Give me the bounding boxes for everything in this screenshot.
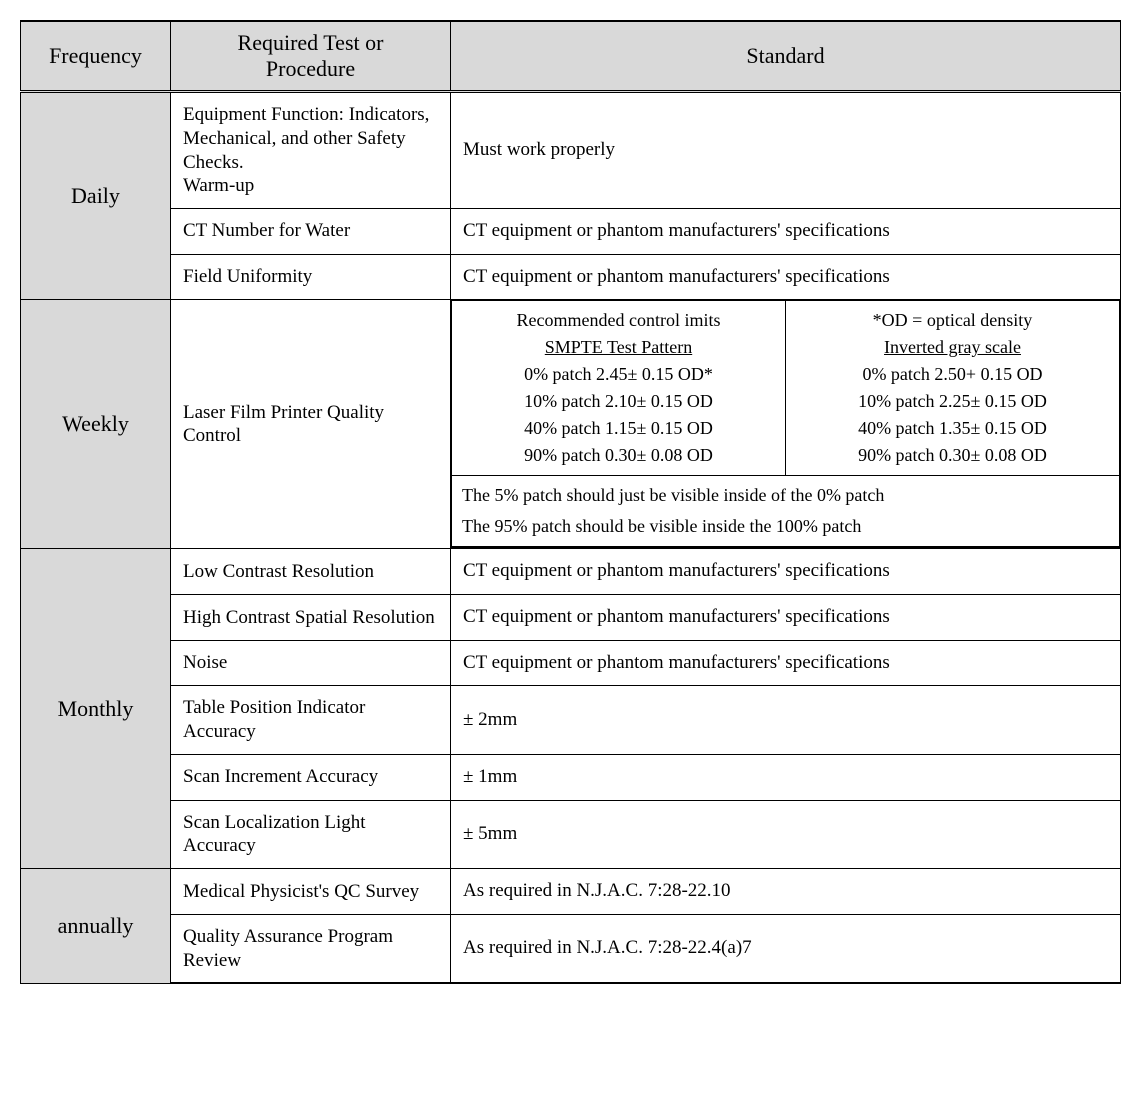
- table-row: Noise CT equipment or phantom manufactur…: [21, 640, 1121, 686]
- table-row: Scan Localization Light Accuracy ± 5mm: [21, 800, 1121, 869]
- header-standard: Standard: [451, 21, 1121, 92]
- table-row: CT Number for Water CT equipment or phan…: [21, 209, 1121, 255]
- std-cell: As required in N.J.A.C. 7:28-22.4(a)7: [451, 914, 1121, 983]
- table-row: Monthly Low Contrast Resolution CT equip…: [21, 549, 1121, 595]
- proc-cell: High Contrast Spatial Resolution: [171, 595, 451, 641]
- std-cell: CT equipment or phantom manufacturers' s…: [451, 209, 1121, 255]
- smpte-l2: 10% patch 2.10± 0.15 OD: [462, 388, 775, 415]
- proc-cell: Laser Film Printer Quality Control: [171, 300, 451, 549]
- weekly-notes: The 5% patch should just be visible insi…: [452, 476, 1120, 548]
- std-cell: CT equipment or phantom manufacturers' s…: [451, 640, 1121, 686]
- freq-daily: Daily: [21, 92, 171, 300]
- proc-cell: Noise: [171, 640, 451, 686]
- inv-head1: *OD = optical density: [796, 307, 1109, 334]
- table-row: Scan Increment Accuracy ± 1mm: [21, 754, 1121, 800]
- header-frequency: Frequency: [21, 21, 171, 92]
- table-row: annually Medical Physicist's QC Survey A…: [21, 869, 1121, 915]
- table-row: Daily Equipment Function: Indicators, Me…: [21, 92, 1121, 209]
- weekly-smpte-col: Recommended control imits SMPTE Test Pat…: [452, 301, 786, 476]
- proc-cell: Scan Localization Light Accuracy: [171, 800, 451, 869]
- table-row: Table Position Indicator Accuracy ± 2mm: [21, 686, 1121, 755]
- freq-annually: annually: [21, 869, 171, 984]
- smpte-l4: 90% patch 0.30± 0.08 OD: [462, 442, 775, 469]
- weekly-inv-col: *OD = optical density Inverted gray scal…: [786, 301, 1120, 476]
- std-cell: CT equipment or phantom manufacturers' s…: [451, 254, 1121, 300]
- weekly-inner-table: Recommended control imits SMPTE Test Pat…: [451, 300, 1120, 548]
- smpte-l1: 0% patch 2.45± 0.15 OD*: [462, 361, 775, 388]
- smpte-l3: 40% patch 1.15± 0.15 OD: [462, 415, 775, 442]
- qc-table: Frequency Required Test or Procedure Sta…: [20, 20, 1121, 984]
- proc-cell: Low Contrast Resolution: [171, 549, 451, 595]
- proc-cell: Quality Assurance Program Review: [171, 914, 451, 983]
- inv-l2: 10% patch 2.25± 0.15 OD: [796, 388, 1109, 415]
- std-cell: As required in N.J.A.C. 7:28-22.10: [451, 869, 1121, 915]
- header-row: Frequency Required Test or Procedure Sta…: [21, 21, 1121, 92]
- proc-cell: Table Position Indicator Accuracy: [171, 686, 451, 755]
- proc-cell: Scan Increment Accuracy: [171, 754, 451, 800]
- proc-cell: Equipment Function: Indicators, Mechanic…: [171, 92, 451, 209]
- inv-l3: 40% patch 1.35± 0.15 OD: [796, 415, 1109, 442]
- smpte-head1: Recommended control imits: [462, 307, 775, 334]
- std-cell: CT equipment or phantom manufacturers' s…: [451, 595, 1121, 641]
- proc-cell: CT Number for Water: [171, 209, 451, 255]
- table-row: Weekly Laser Film Printer Quality Contro…: [21, 300, 1121, 549]
- freq-monthly: Monthly: [21, 549, 171, 869]
- std-cell: ± 2mm: [451, 686, 1121, 755]
- std-cell: ± 1mm: [451, 754, 1121, 800]
- std-cell: Must work properly: [451, 92, 1121, 209]
- header-procedure: Required Test or Procedure: [171, 21, 451, 92]
- inv-head2: Inverted gray scale: [796, 334, 1109, 361]
- inv-l4: 90% patch 0.30± 0.08 OD: [796, 442, 1109, 469]
- weekly-note1: The 5% patch should just be visible insi…: [462, 482, 1109, 509]
- inv-l1: 0% patch 2.50+ 0.15 OD: [796, 361, 1109, 388]
- proc-cell: Medical Physicist's QC Survey: [171, 869, 451, 915]
- table-row: Field Uniformity CT equipment or phantom…: [21, 254, 1121, 300]
- proc-cell: Field Uniformity: [171, 254, 451, 300]
- std-cell: ± 5mm: [451, 800, 1121, 869]
- smpte-head2: SMPTE Test Pattern: [462, 334, 775, 361]
- freq-weekly: Weekly: [21, 300, 171, 549]
- std-cell-weekly: Recommended control imits SMPTE Test Pat…: [451, 300, 1121, 549]
- std-cell: CT equipment or phantom manufacturers' s…: [451, 549, 1121, 595]
- table-row: Quality Assurance Program Review As requ…: [21, 914, 1121, 983]
- weekly-note2: The 95% patch should be visible inside t…: [462, 513, 1109, 540]
- table-row: High Contrast Spatial Resolution CT equi…: [21, 595, 1121, 641]
